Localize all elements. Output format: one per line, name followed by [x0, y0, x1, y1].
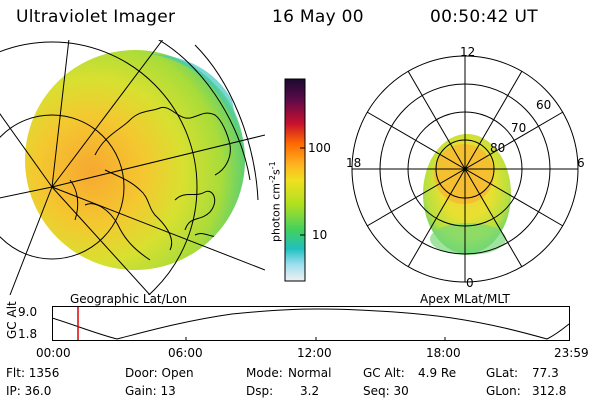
- colorbar-units-label: photon cm-2s-1: [268, 161, 283, 242]
- coastlines: [69, 106, 231, 261]
- glon-label: GLon:: [486, 384, 521, 398]
- mlt-label-12: 12: [460, 45, 476, 59]
- altitude-strip-plot: [52, 306, 570, 341]
- instrument-title: Ultraviolet Imager: [16, 7, 176, 27]
- polar-aurora-oval: [423, 134, 511, 255]
- polar-grid: [351, 55, 579, 283]
- altitude-plot-frame: [52, 306, 570, 341]
- ip-value: IP: 36.0: [6, 384, 52, 398]
- altitude-curve: [52, 308, 570, 340]
- altitude-ytick-max: 9.0: [18, 305, 38, 319]
- mlt-label-18: 18: [346, 156, 362, 170]
- sequence-number: Seq: 30: [363, 384, 409, 398]
- image-date: 16 May 00: [272, 7, 364, 27]
- dsp-label: Dsp:: [246, 384, 274, 398]
- mode-label: Mode:: [246, 366, 283, 380]
- lat-lon-grid: [0, 40, 265, 295]
- mlat-label-60: 60: [536, 98, 552, 112]
- mode-value: Normal: [288, 366, 332, 380]
- polar-caption: Apex MLat/MLT: [420, 292, 510, 306]
- altitude-xlabel-0000: 00:00: [36, 346, 71, 360]
- glat-label: GLat:: [486, 366, 519, 380]
- door-status: Door: Open: [125, 366, 194, 380]
- auroral-emission-disk: [25, 50, 245, 270]
- altitude-ytick-min: 1.8: [18, 327, 38, 341]
- flight-number: Flt: 1356: [6, 366, 60, 380]
- dsp-value: 3.2: [300, 384, 320, 398]
- altitude-xlabel-1800: 18:00: [426, 346, 461, 360]
- colorbar: [284, 78, 306, 282]
- colorbar-label-100: 100: [308, 141, 331, 155]
- colorbar-label-10: 10: [312, 228, 328, 242]
- altitude-xlabel-0600: 06:00: [168, 346, 203, 360]
- gain-value: Gain: 13: [125, 384, 176, 398]
- image-time: 00:50:42 UT: [430, 7, 538, 27]
- gc-alt-value: 4.9 Re: [418, 366, 457, 380]
- altitude-xlabel-2359: 23:59: [554, 346, 589, 360]
- mlt-label-6: 6: [577, 156, 585, 170]
- polar-mlat-mlt-plot: [351, 55, 579, 283]
- glat-value: 77.3: [532, 366, 559, 380]
- mlat-label-80: 80: [490, 141, 506, 155]
- glon-value: 312.8: [532, 384, 567, 398]
- mlt-label-0: 0: [466, 276, 474, 290]
- geographic-caption: Geographic Lat/Lon: [70, 292, 188, 306]
- gc-alt-label: GC Alt:: [363, 366, 405, 380]
- altitude-ylabel: GC Alt: [5, 301, 19, 339]
- colorbar-gradient: [284, 78, 306, 282]
- mlat-label-70: 70: [511, 121, 527, 135]
- geographic-image-panel: [0, 40, 265, 295]
- altitude-xlabel-1200: 12:00: [297, 346, 332, 360]
